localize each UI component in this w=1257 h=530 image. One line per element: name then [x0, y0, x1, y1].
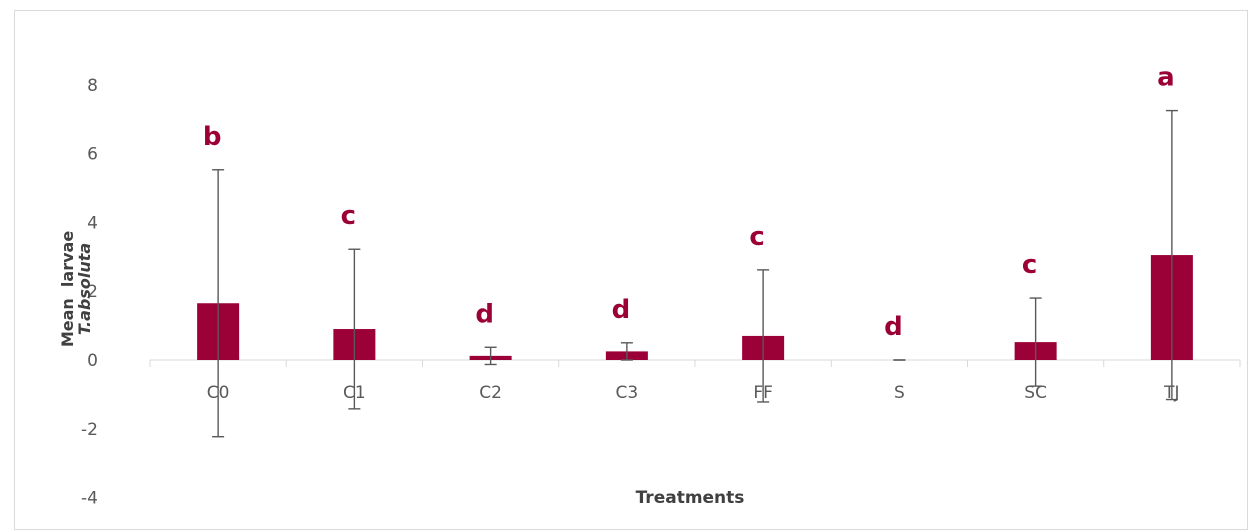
x-tick-labels: C0 C1 C2 C3 FF S SC TJ: [207, 383, 1180, 403]
x-tick-label: C3: [616, 383, 639, 403]
x-tick-label: TJ: [1163, 383, 1179, 403]
significance-letter-c3: d: [612, 295, 631, 325]
y-axis-title: Mean larvae T.absoluta: [58, 231, 94, 348]
significance-letter-ff: c: [749, 222, 764, 252]
x-axis: [150, 360, 1240, 367]
significance-letter-sc: c: [1022, 250, 1037, 280]
y-tick-label: 6: [87, 145, 98, 165]
significance-letters: b c d d c d c a: [203, 63, 1175, 342]
y-axis-title-line2: T.absoluta: [75, 243, 94, 335]
y-tick-label: 8: [87, 76, 98, 96]
significance-letter-tj: a: [1157, 63, 1175, 93]
x-tick-label: C0: [207, 383, 230, 403]
y-tick-label: -4: [81, 489, 98, 509]
x-tick-label: SC: [1024, 383, 1047, 403]
significance-letter-s: d: [884, 312, 903, 342]
series-bars: [197, 255, 1193, 360]
x-tick-label: C2: [479, 383, 502, 403]
significance-letter-c0: b: [203, 122, 222, 152]
x-tick-label: FF: [753, 383, 773, 403]
x-tick-label: S: [894, 383, 905, 403]
x-axis-title: Treatments: [636, 488, 745, 508]
significance-letter-c1: c: [341, 201, 356, 231]
y-tick-label: 0: [87, 351, 98, 371]
significance-letter-c2: d: [475, 299, 494, 329]
y-tick-label: 4: [87, 213, 98, 233]
x-tick-label: C1: [343, 383, 366, 403]
y-tick-label: -2: [81, 420, 98, 440]
